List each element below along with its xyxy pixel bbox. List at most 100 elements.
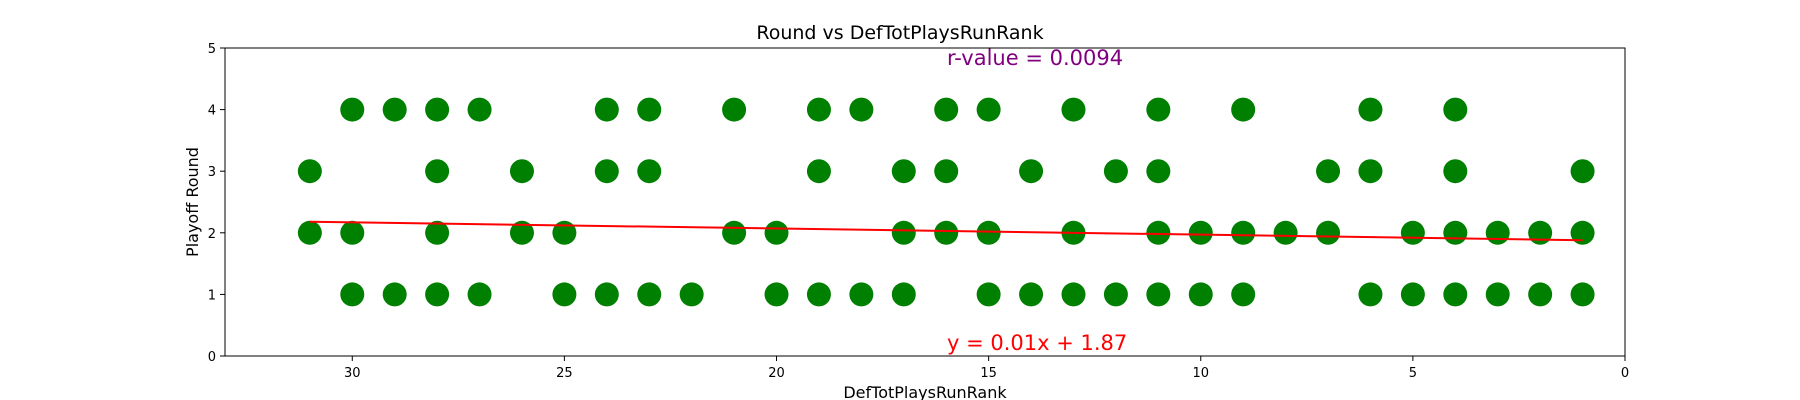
data-point [1061, 97, 1086, 122]
data-point [509, 159, 534, 184]
data-point [1231, 220, 1256, 245]
y-axis-ticks: 0 1 2 3 4 5 [208, 42, 225, 365]
data-point [934, 220, 959, 245]
data-point [1400, 220, 1425, 245]
data-point [849, 97, 874, 122]
points-layer [297, 97, 1595, 307]
data-point [891, 159, 916, 184]
data-point [891, 282, 916, 307]
data-point [425, 97, 450, 122]
data-point [1146, 220, 1171, 245]
data-point [1061, 282, 1086, 307]
data-point [1188, 282, 1213, 307]
x-tick-label: 20 [768, 366, 785, 381]
data-point [1528, 282, 1553, 307]
data-point [1273, 220, 1298, 245]
y-tick-label: 1 [208, 288, 216, 303]
x-tick-label: 25 [556, 366, 573, 381]
data-point [1485, 282, 1510, 307]
data-point [382, 97, 407, 122]
x-axis-label: DefTotPlaysRunRank [843, 383, 1007, 400]
data-point [1019, 282, 1044, 307]
data-point [382, 282, 407, 307]
data-point [1400, 282, 1425, 307]
data-point [1443, 220, 1468, 245]
data-point [297, 220, 322, 245]
y-tick-label: 5 [208, 42, 216, 57]
data-point [297, 159, 322, 184]
data-point [637, 97, 662, 122]
data-point [1443, 282, 1468, 307]
data-point [934, 159, 959, 184]
x-axis-ticks: 30 25 20 15 10 5 0 [344, 356, 1629, 381]
data-point [594, 97, 619, 122]
y-tick-label: 2 [208, 227, 216, 242]
data-point [425, 282, 450, 307]
data-point [806, 159, 831, 184]
data-point [722, 97, 747, 122]
regression-equation-annotation: y = 0.01x + 1.87 [947, 331, 1127, 355]
chart-title: Round vs DefTotPlaysRunRank [756, 22, 1043, 44]
data-point [764, 220, 789, 245]
data-point [1316, 159, 1341, 184]
data-point [1146, 159, 1171, 184]
data-point [1231, 282, 1256, 307]
x-tick-label: 15 [980, 366, 997, 381]
plot-area-frame [224, 47, 1626, 357]
data-point [934, 97, 959, 122]
data-point [1443, 97, 1468, 122]
data-point [1103, 159, 1128, 184]
data-point [806, 97, 831, 122]
data-point [976, 282, 1001, 307]
data-point [1358, 159, 1383, 184]
data-point [679, 282, 704, 307]
data-point [1019, 159, 1044, 184]
data-point [891, 220, 916, 245]
data-point [1570, 159, 1595, 184]
data-point [340, 282, 365, 307]
y-axis-label: Playoff Round [183, 147, 202, 257]
data-point [340, 220, 365, 245]
regression-line [309, 220, 1583, 242]
x-tick-label: 10 [1192, 366, 1209, 381]
y-tick-label: 3 [208, 165, 216, 180]
data-point [849, 282, 874, 307]
x-tick-label: 5 [1409, 366, 1417, 381]
data-point [1316, 220, 1341, 245]
y-tick-label: 0 [208, 350, 216, 365]
data-point [637, 282, 662, 307]
data-point [1570, 282, 1595, 307]
data-point [764, 282, 789, 307]
data-point [1485, 220, 1510, 245]
data-point [594, 159, 619, 184]
data-point [1443, 159, 1468, 184]
data-point [1358, 97, 1383, 122]
regression-layer [309, 220, 1583, 242]
data-point [1146, 282, 1171, 307]
data-point [340, 97, 365, 122]
data-point [1570, 220, 1595, 245]
data-point [425, 159, 450, 184]
x-tick-label: 0 [1621, 366, 1629, 381]
data-point [1103, 282, 1128, 307]
data-point [467, 97, 492, 122]
r-value-annotation: r-value = 0.0094 [947, 46, 1123, 70]
data-point [722, 220, 747, 245]
data-point [1231, 97, 1256, 122]
data-point [976, 97, 1001, 122]
x-tick-label: 30 [344, 366, 361, 381]
data-point [976, 220, 1001, 245]
data-point [425, 220, 450, 245]
data-point [1188, 220, 1213, 245]
data-point [509, 220, 534, 245]
data-point [1146, 97, 1171, 122]
data-point [594, 282, 619, 307]
data-point [806, 282, 831, 307]
data-point [1358, 282, 1383, 307]
data-point [1528, 220, 1553, 245]
data-point [552, 220, 577, 245]
y-tick-label: 4 [208, 104, 216, 119]
data-point [637, 159, 662, 184]
data-point [467, 282, 492, 307]
